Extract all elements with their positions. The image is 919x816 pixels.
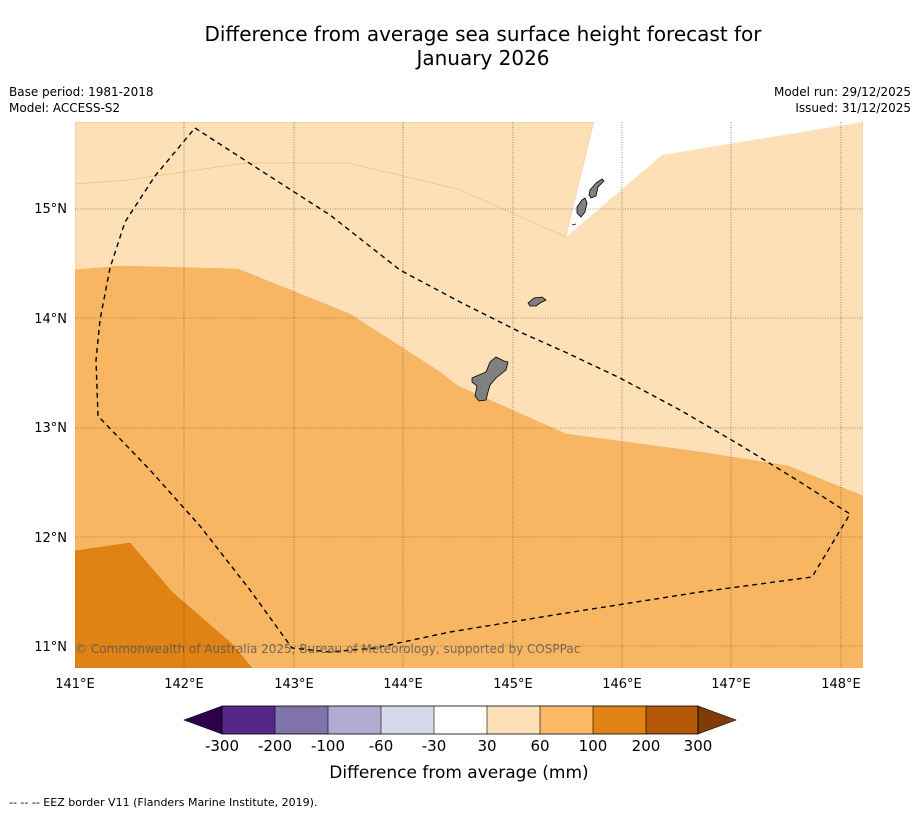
lon-label: 146°E bbox=[602, 677, 642, 692]
lat-label: 14°N bbox=[34, 312, 67, 327]
colorbar-tick: -60 bbox=[369, 737, 394, 755]
colorbar-tick: 100 bbox=[579, 737, 608, 755]
lat-label: 11°N bbox=[34, 640, 67, 655]
colorbar-segment bbox=[434, 706, 487, 734]
aguijan-island bbox=[571, 223, 577, 226]
meta-right: Model run: 29/12/2025 Issued: 31/12/2025 bbox=[774, 84, 911, 116]
lon-label: 145°E bbox=[493, 677, 533, 692]
lat-label: 15°N bbox=[34, 202, 67, 217]
colorbar-tick: -30 bbox=[422, 737, 447, 755]
lon-label: 144°E bbox=[383, 677, 423, 692]
map-area: © Commonwealth of Australia 2025, Bureau… bbox=[75, 122, 863, 668]
lon-label: 143°E bbox=[274, 677, 314, 692]
rota-island bbox=[527, 296, 547, 307]
colorbar-segment bbox=[646, 706, 698, 734]
model-run: Model run: 29/12/2025 bbox=[773, 85, 911, 99]
colorbar-tick: -300 bbox=[205, 737, 239, 755]
band-30-60 bbox=[75, 122, 863, 497]
colorbar-tick: -100 bbox=[311, 737, 345, 755]
lon-label: 141°E bbox=[55, 677, 95, 692]
colorbar-tick: 300 bbox=[684, 737, 713, 755]
title-line-2: January 2026 bbox=[416, 46, 550, 70]
longitude-labels: 141°E 142°E 143°E 144°E 145°E 146°E 147°… bbox=[55, 677, 861, 692]
lat-label: 12°N bbox=[34, 531, 67, 546]
eez-footnote: -- -- -- EEZ border V11 (Flanders Marine… bbox=[9, 796, 318, 809]
guam-island bbox=[471, 356, 509, 402]
band-100-200 bbox=[75, 542, 253, 668]
issued-date: Issued: 31/12/2025 bbox=[795, 101, 911, 115]
colorbar-under-arrow bbox=[183, 705, 223, 735]
copyright-text: © Commonwealth of Australia 2025, Bureau… bbox=[75, 642, 580, 656]
colorbar-tick: 30 bbox=[477, 737, 496, 755]
colorbar-segment bbox=[328, 706, 381, 734]
band-neg30-30 bbox=[566, 122, 863, 237]
lon-label: 148°E bbox=[821, 677, 861, 692]
latitude-labels: 15°N 14°N 13°N 12°N 11°N bbox=[34, 202, 67, 655]
colorbar: -300 -200 -100 -60 -30 30 60 100 200 300… bbox=[183, 705, 737, 783]
base-period: Base period: 1981-2018 bbox=[9, 85, 154, 99]
colorbar-segment bbox=[222, 706, 275, 734]
colorbar-segment bbox=[593, 706, 646, 734]
colorbar-over-arrow bbox=[697, 705, 737, 735]
colorbar-segment bbox=[487, 706, 540, 734]
chart-title: Difference from average sea surface heig… bbox=[0, 22, 919, 70]
tinian-island bbox=[576, 197, 588, 218]
saipan-island bbox=[588, 178, 605, 199]
colorbar-segment bbox=[275, 706, 328, 734]
lon-label: 147°E bbox=[711, 677, 751, 692]
colorbar-tick: -200 bbox=[258, 737, 292, 755]
colorbar-tick: 200 bbox=[632, 737, 661, 755]
lon-label: 142°E bbox=[164, 677, 204, 692]
lat-label: 13°N bbox=[34, 421, 67, 436]
colorbar-segment bbox=[381, 706, 434, 734]
title-line-1: Difference from average sea surface heig… bbox=[204, 22, 762, 46]
colorbar-label: Difference from average (mm) bbox=[329, 763, 588, 783]
colorbar-segment bbox=[540, 706, 593, 734]
gridlines bbox=[75, 122, 863, 668]
model-name: Model: ACCESS-S2 bbox=[9, 101, 121, 115]
meta-left: Base period: 1981-2018 Model: ACCESS-S2 bbox=[9, 84, 154, 116]
eez-border bbox=[95, 127, 851, 653]
colorbar-tick: 60 bbox=[530, 737, 549, 755]
land-masses bbox=[471, 178, 605, 402]
